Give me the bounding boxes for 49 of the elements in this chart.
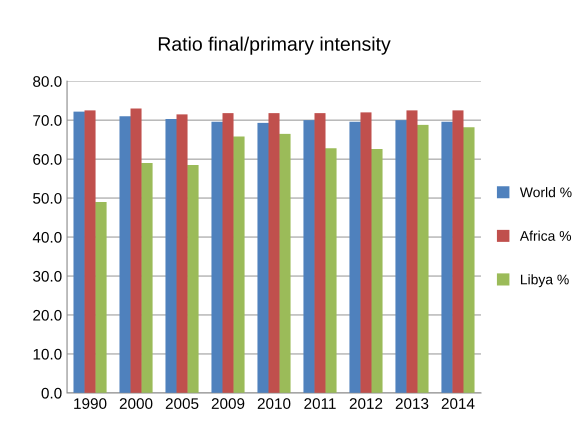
y-tick-label: 20.0 (33, 310, 62, 321)
bar (257, 122, 268, 393)
bar (188, 164, 199, 393)
x-tick-label: 2012 (350, 398, 382, 409)
x-tick-label: 2010 (258, 398, 290, 409)
x-tick-label: 2009 (212, 398, 244, 409)
bar (464, 127, 475, 393)
y-tick-label: 40.0 (32, 232, 62, 243)
y-tick-label: 70.0 (33, 115, 62, 126)
bar (406, 110, 418, 393)
bar (395, 120, 406, 393)
y-tick-label: 60.0 (33, 154, 62, 165)
chart-title: Ratio final/primary intensity (158, 36, 391, 55)
bar (130, 108, 142, 393)
y-tick-label: 30.0 (33, 270, 62, 282)
bar (119, 116, 131, 393)
y-tick-label: 0.0 (42, 388, 62, 399)
y-tick-label: 10.0 (34, 348, 62, 360)
y-tick-label: 80.0 (33, 76, 62, 87)
legend-label: World % (520, 187, 572, 198)
bar (314, 113, 326, 393)
y-tick-label: 50.0 (33, 192, 62, 204)
legend-label: Africa % (520, 230, 572, 241)
bar (165, 119, 177, 393)
bar (84, 110, 96, 393)
bar (176, 114, 188, 393)
x-tick-label: 2000 (120, 398, 152, 409)
bar (73, 112, 85, 393)
bar (211, 122, 222, 393)
bar (222, 113, 234, 393)
bar (441, 122, 452, 393)
bar (372, 149, 383, 393)
bar (142, 163, 153, 393)
x-tick-label: 2011 (304, 398, 336, 409)
bar (96, 202, 107, 393)
x-tick-label: 2013 (396, 398, 428, 409)
x-tick-label: 1990 (74, 398, 106, 409)
bar (280, 134, 291, 393)
x-tick-label: 2005 (166, 398, 198, 409)
x-tick-label: 2014 (442, 398, 475, 409)
bar (452, 110, 464, 393)
bar (360, 112, 372, 393)
bar (349, 122, 360, 393)
bar (268, 113, 280, 393)
bar (326, 148, 337, 393)
bar (303, 120, 314, 393)
bar (234, 136, 245, 393)
legend-label: Libya % (520, 274, 569, 288)
bar (418, 124, 429, 393)
